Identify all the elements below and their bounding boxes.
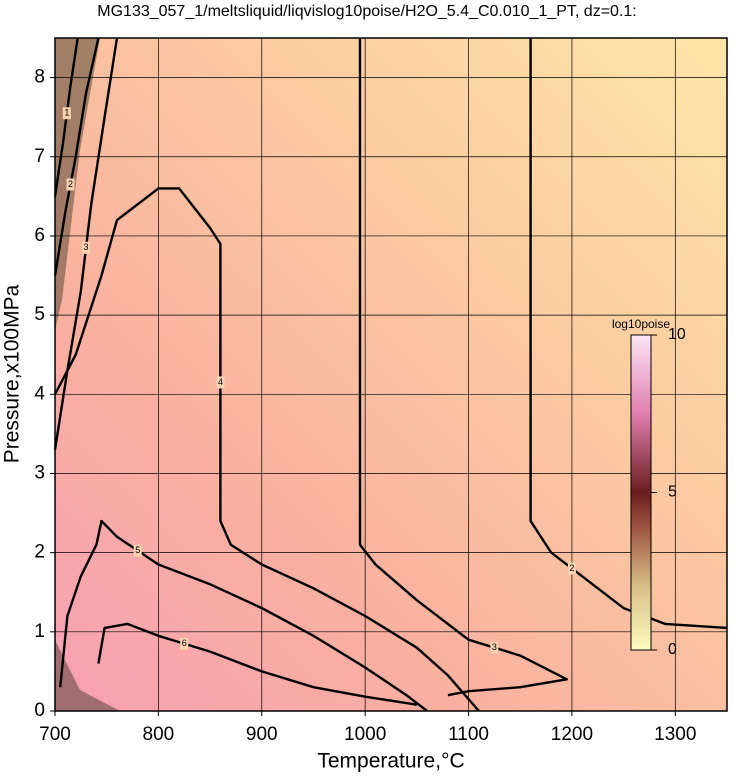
x-axis-label: Temperature,°C xyxy=(317,750,464,773)
contour-label: 2 xyxy=(68,179,73,189)
contour-label-bg xyxy=(66,178,75,191)
y-tick-label: 4 xyxy=(34,383,45,404)
x-tick-label: 1000 xyxy=(344,724,386,745)
dense-region xyxy=(55,640,120,711)
colorbar xyxy=(630,334,652,651)
contour-line xyxy=(97,622,417,706)
contour-label: 5 xyxy=(135,545,140,555)
x-tick-label: 1200 xyxy=(551,724,593,745)
x-tick-label: 800 xyxy=(143,724,175,745)
colorbar-tick-label: 10 xyxy=(668,326,686,343)
contour-label-bg xyxy=(82,241,91,254)
contour-label-bg xyxy=(133,544,142,557)
y-tick-label: 0 xyxy=(34,700,45,721)
x-tick-label: 1300 xyxy=(654,724,696,745)
contour-label-bg xyxy=(216,376,225,389)
plot-frame xyxy=(54,37,728,712)
contour-label-bg xyxy=(62,107,71,120)
plot-background xyxy=(55,38,727,711)
contour-label: 1 xyxy=(64,108,69,118)
y-tick-label: 8 xyxy=(34,67,45,88)
y-tick-label: 7 xyxy=(34,146,45,167)
colorbar-tick-label: 0 xyxy=(668,641,677,658)
contour-label-bg xyxy=(567,562,576,575)
x-tick-label: 900 xyxy=(246,724,278,745)
contour-label-bg xyxy=(490,641,499,654)
contour-label: 2 xyxy=(569,563,574,573)
x-tick-label: 1100 xyxy=(448,724,489,745)
contour-label: 6 xyxy=(182,638,187,648)
contour-label: 3 xyxy=(492,642,497,652)
colorbar-tick-label: 5 xyxy=(668,484,677,501)
contour-line xyxy=(529,38,728,630)
contour-line xyxy=(53,37,100,276)
x-tick-label: 700 xyxy=(39,724,71,745)
y-tick-label: 3 xyxy=(34,462,45,483)
y-tick-label: 2 xyxy=(34,542,45,563)
colorbar-label: log10poise xyxy=(612,317,670,331)
y-tick-label: 1 xyxy=(34,621,45,642)
y-tick-label: 6 xyxy=(34,225,45,246)
contour-line xyxy=(59,519,428,712)
chart-title: MG133_057_1/meltsliquid/liqvislog10poise… xyxy=(97,3,636,20)
y-axis-label: Pressure,x100MPa xyxy=(1,284,24,463)
contour-label: 4 xyxy=(218,377,223,387)
contour-label-bg xyxy=(180,637,189,650)
y-tick-label: 5 xyxy=(34,304,45,325)
contour-label: 3 xyxy=(84,242,89,252)
